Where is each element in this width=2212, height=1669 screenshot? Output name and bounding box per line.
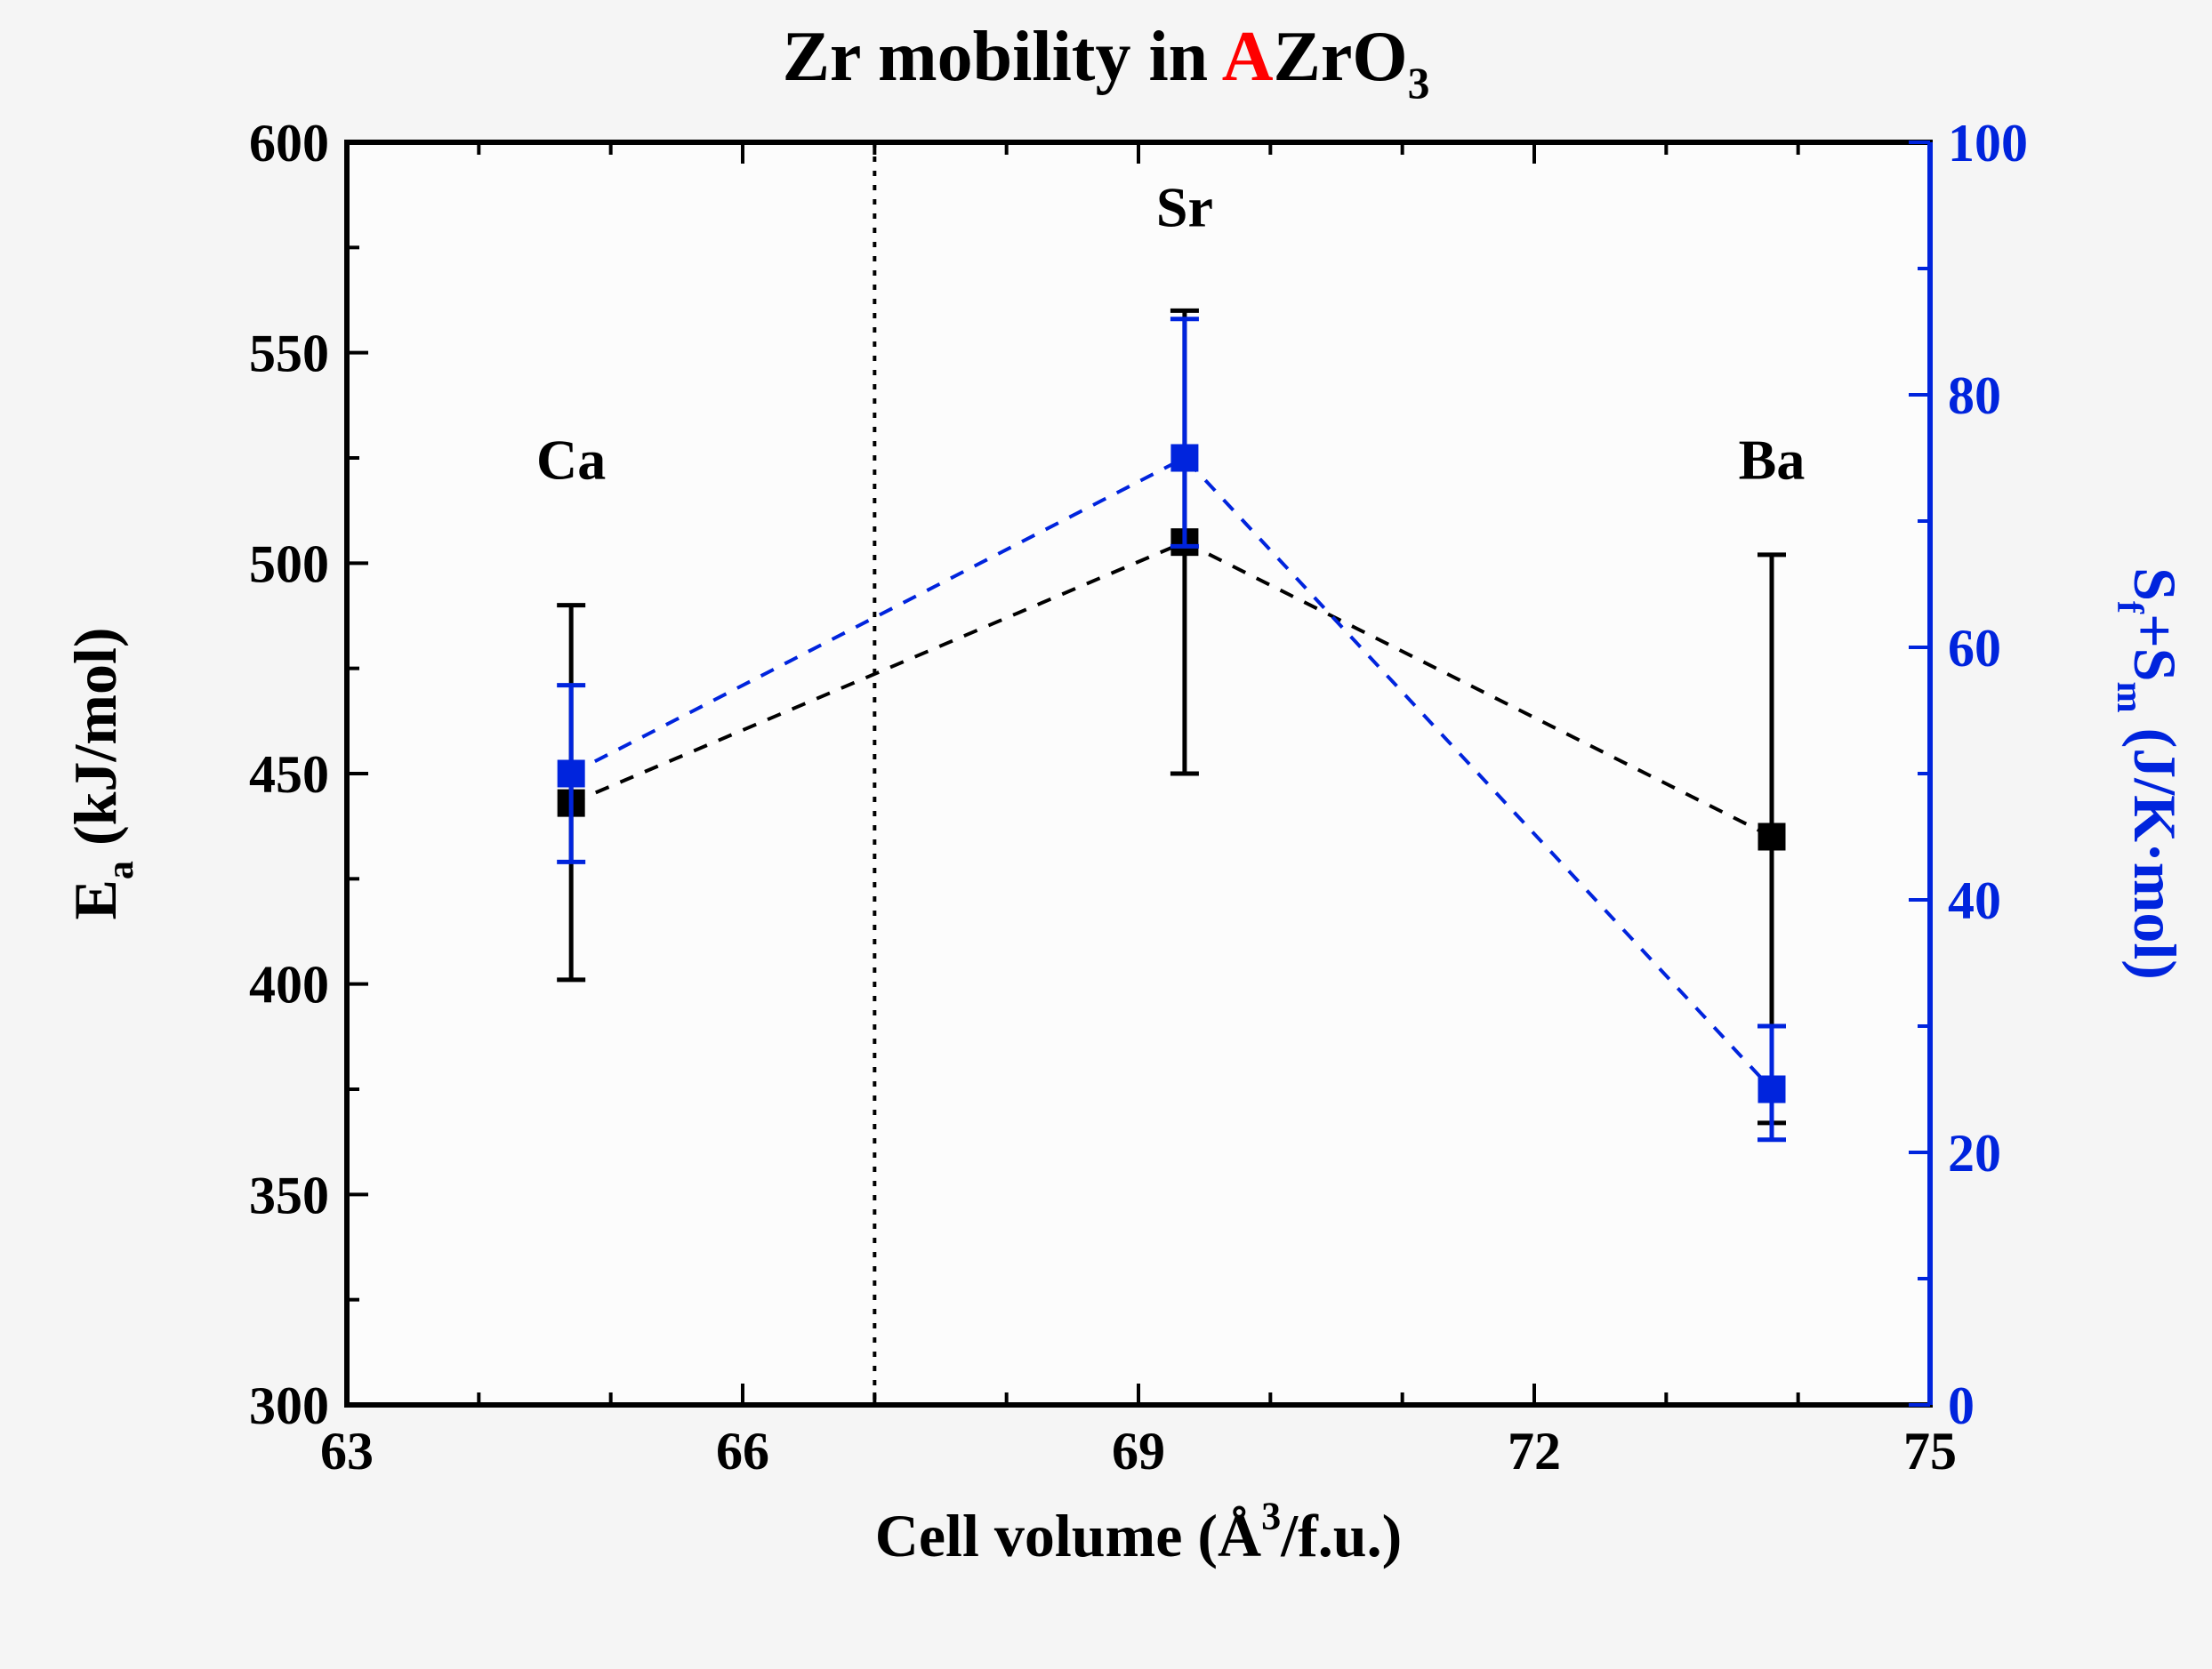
marker-Sf+Sm	[1758, 1076, 1785, 1103]
yr-tick-label: 0	[1948, 1376, 1975, 1435]
yl-tick-label: 450	[249, 745, 329, 804]
svg-text:Sf+Sm (J/K·mol): Sf+Sm (J/K·mol)	[2109, 567, 2189, 980]
yr-tick-label: 60	[1948, 619, 2001, 678]
yl-tick-label: 300	[249, 1376, 329, 1435]
y-left-label: Ea (kJ/mol)	[61, 628, 141, 920]
yl-tick-label: 400	[249, 956, 329, 1015]
svg-text:Cell volume (Å3/f.u.): Cell volume (Å3/f.u.)	[875, 1494, 1402, 1569]
chart-svg: 6366697275Cell volume (Å3/f.u.)300350400…	[0, 0, 2212, 1669]
yr-tick-label: 20	[1948, 1124, 2001, 1183]
svg-text:Ea (kJ/mol): Ea (kJ/mol)	[61, 628, 141, 920]
x-tick-label: 69	[1112, 1422, 1165, 1480]
x-axis-label: Cell volume (Å3/f.u.)	[875, 1494, 1402, 1569]
yl-tick-label: 500	[249, 534, 329, 593]
x-tick-label: 72	[1508, 1422, 1561, 1480]
yr-tick-label: 100	[1948, 114, 2028, 173]
y-right-label: Sf+Sm (J/K·mol)	[2109, 567, 2189, 980]
marker-Sf+Sm	[1171, 445, 1198, 471]
figure-container: 6366697275Cell volume (Å3/f.u.)300350400…	[0, 0, 2212, 1669]
marker-Ea	[1758, 823, 1785, 850]
chart-title: Zr mobility in AZrO3	[783, 18, 1430, 108]
point-label: Ca	[536, 429, 606, 492]
yl-tick-label: 600	[249, 114, 329, 173]
yr-tick-label: 40	[1948, 871, 2001, 930]
yl-tick-label: 550	[249, 325, 329, 383]
yr-tick-label: 80	[1948, 366, 2001, 425]
x-tick-label: 66	[716, 1422, 769, 1480]
point-label: Sr	[1156, 176, 1213, 239]
marker-Sf+Sm	[558, 760, 584, 787]
point-label: Ba	[1739, 429, 1806, 492]
yl-tick-label: 350	[249, 1166, 329, 1224]
